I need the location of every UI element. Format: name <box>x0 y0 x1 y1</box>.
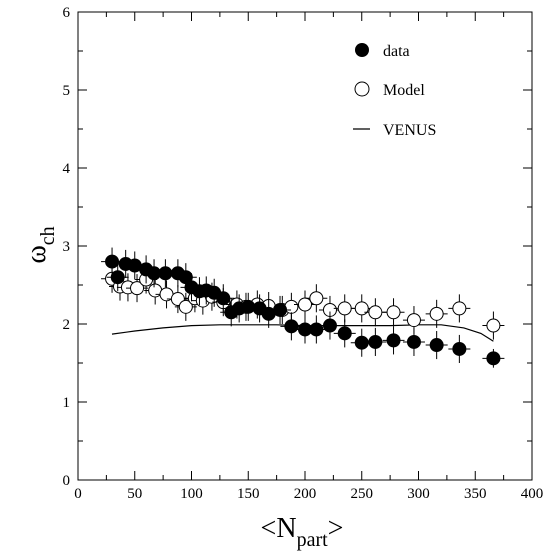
plot-area: 0 50 100 150 200 250 300 350 400 0 1 2 3 4 5 6 <box>63 5 544 502</box>
data-point <box>429 338 444 353</box>
model-point <box>309 291 324 306</box>
x-tick-label: 400 <box>521 486 544 502</box>
y-tick-label: 2 <box>63 317 71 333</box>
model-point <box>406 313 421 328</box>
x-tick-label: 100 <box>180 486 203 502</box>
legend-label-venus: VENUS <box>383 122 436 139</box>
model-point <box>452 301 467 316</box>
data-point <box>486 351 501 366</box>
model-point <box>337 301 352 316</box>
data-point <box>354 335 369 350</box>
y-tick-label: 3 <box>63 239 71 255</box>
data-point <box>273 302 288 317</box>
data-point <box>105 254 120 269</box>
model-point <box>429 306 444 321</box>
y-tick-label: 6 <box>63 5 71 21</box>
legend: data Model VENUS <box>353 43 436 139</box>
legend-marker-data <box>355 43 369 57</box>
plot-frame <box>77 11 533 481</box>
legend-label-data: data <box>383 43 410 60</box>
data-point <box>284 319 299 334</box>
model-point <box>486 318 501 333</box>
data-point <box>110 270 125 285</box>
x-tick-label: 300 <box>407 486 430 502</box>
y-tick-label: 5 <box>63 83 71 99</box>
x-axis-label-sub: part <box>297 529 329 551</box>
legend-label-model: Model <box>383 82 425 99</box>
model-point <box>368 305 383 320</box>
model-point <box>386 305 401 320</box>
model-point <box>178 299 193 314</box>
data-point <box>309 322 324 337</box>
x-tick-label: 350 <box>464 486 487 502</box>
data-point <box>368 334 383 349</box>
series-layer <box>101 247 505 368</box>
x-axis-label-main: <N <box>261 513 297 544</box>
y-axis-label-sub: ch <box>37 226 59 245</box>
x-tick-label: 50 <box>127 486 142 502</box>
ticks: 0 50 100 150 200 250 300 350 400 0 1 2 3 4 5 6 <box>63 5 544 502</box>
model-point <box>298 297 312 312</box>
y-tick-label: 0 <box>63 473 71 489</box>
x-axis-label-end: > <box>328 513 344 544</box>
data-point <box>216 291 231 306</box>
x-tick-label: 200 <box>294 486 317 502</box>
x-tick-label: 250 <box>351 486 374 502</box>
model-point <box>130 281 145 296</box>
x-tick-label: 150 <box>237 486 260 502</box>
y-tick-label: 4 <box>63 161 71 177</box>
data-point <box>322 318 337 333</box>
y-tick-label: 1 <box>63 395 71 411</box>
x-axis-label: <Npart> <box>261 513 344 551</box>
data-point <box>452 341 467 356</box>
legend-marker-model <box>354 81 370 97</box>
data-point <box>337 326 352 341</box>
y-axis-label: ωch <box>21 226 59 263</box>
x-tick-label: 0 <box>74 486 82 502</box>
y-axis-label-main: ω <box>21 245 52 263</box>
data-point <box>386 333 401 348</box>
data-point <box>406 334 421 349</box>
model-point <box>354 301 369 316</box>
